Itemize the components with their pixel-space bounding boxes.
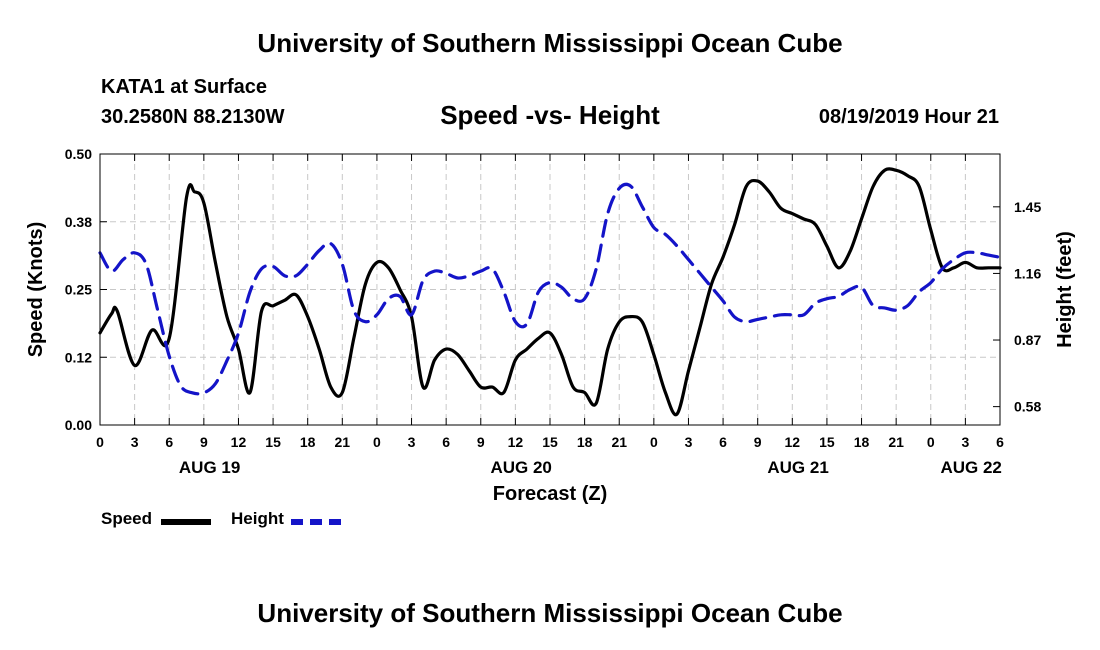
y2-tick-label: 0.87: [1014, 332, 1041, 348]
page-title: University of Southern Mississippi Ocean…: [257, 28, 843, 58]
x-tick-label: 6: [165, 434, 173, 450]
legend-height-label: Height: [231, 509, 284, 528]
x-day-label: AUG 21: [767, 458, 828, 477]
x-day-label: AUG 19: [179, 458, 240, 477]
legend-speed-label: Speed: [101, 509, 153, 528]
x-tick-label: 6: [719, 434, 727, 450]
y2-tick-label: 1.16: [1014, 265, 1041, 281]
station-coordinates: 30.2580N 88.2130W: [101, 106, 285, 128]
y-tick-label: 0.50: [65, 146, 92, 162]
x-tick-label: 6: [442, 434, 450, 450]
x-tick-label: 15: [542, 434, 558, 450]
x-tick-label: 18: [577, 434, 593, 450]
forecast-datetime: 08/19/2019 Hour 21: [818, 106, 999, 128]
x-tick-label: 3: [408, 434, 416, 450]
y-tick-label: 0.25: [65, 282, 92, 298]
chart-title: Speed -vs- Height: [440, 100, 660, 130]
x-tick-label: 12: [785, 434, 801, 450]
x-tick-label: 0: [373, 434, 381, 450]
chart-legend: Speed Height: [101, 509, 361, 529]
x-tick-label: 3: [131, 434, 139, 450]
x-tick-label: 9: [200, 434, 208, 450]
x-tick-label: 3: [685, 434, 693, 450]
footer-title: University of Southern Mississippi Ocean…: [257, 598, 843, 628]
x-tick-label: 21: [335, 434, 351, 450]
x-tick-label: 18: [854, 434, 870, 450]
x-tick-label: 12: [231, 434, 247, 450]
x-axis-label: Forecast (Z): [493, 483, 607, 505]
x-day-label: AUG 20: [490, 458, 551, 477]
station-name: KATA1 at Surface: [101, 76, 267, 98]
chart-grid: [99, 153, 1001, 426]
x-tick-label: 6: [996, 434, 1004, 450]
height-series-line: [98, 182, 1002, 396]
x-tick-label: 18: [300, 434, 316, 450]
x-tick-label: 9: [754, 434, 762, 450]
x-tick-label: 15: [819, 434, 835, 450]
y-axis-label: Speed (Knots): [25, 222, 47, 358]
y-tick-label: 0.12: [65, 349, 92, 365]
x-tick-label: 0: [650, 434, 658, 450]
y-tick-label: 0.38: [65, 214, 92, 230]
y2-tick-label: 1.45: [1014, 199, 1041, 215]
legend-speed-swatch: [161, 519, 211, 525]
x-tick-label: 3: [961, 434, 969, 450]
speed-series-line: [98, 167, 1002, 417]
legend-height-swatch: [291, 519, 341, 525]
x-tick-label: 21: [888, 434, 904, 450]
x-tick-label: 9: [477, 434, 485, 450]
x-tick-label: 15: [265, 434, 281, 450]
y2-tick-label: 0.58: [1014, 399, 1041, 415]
series-layer: [98, 167, 1002, 417]
x-tick-label: 21: [611, 434, 627, 450]
x-tick-label: 0: [927, 434, 935, 450]
x-tick-label: 0: [96, 434, 104, 450]
x-day-label: AUG 22: [940, 458, 1001, 477]
y2-axis-label: Height (feet): [1054, 231, 1076, 348]
y-tick-label: 0.00: [65, 417, 92, 433]
x-tick-label: 12: [508, 434, 524, 450]
chart-axes: 0 3 6 9 12 15 18 21 0 3 6 9 12 15 18 21 0 3 6 9 12 15 18 21 0 3 6A…: [65, 146, 1042, 477]
